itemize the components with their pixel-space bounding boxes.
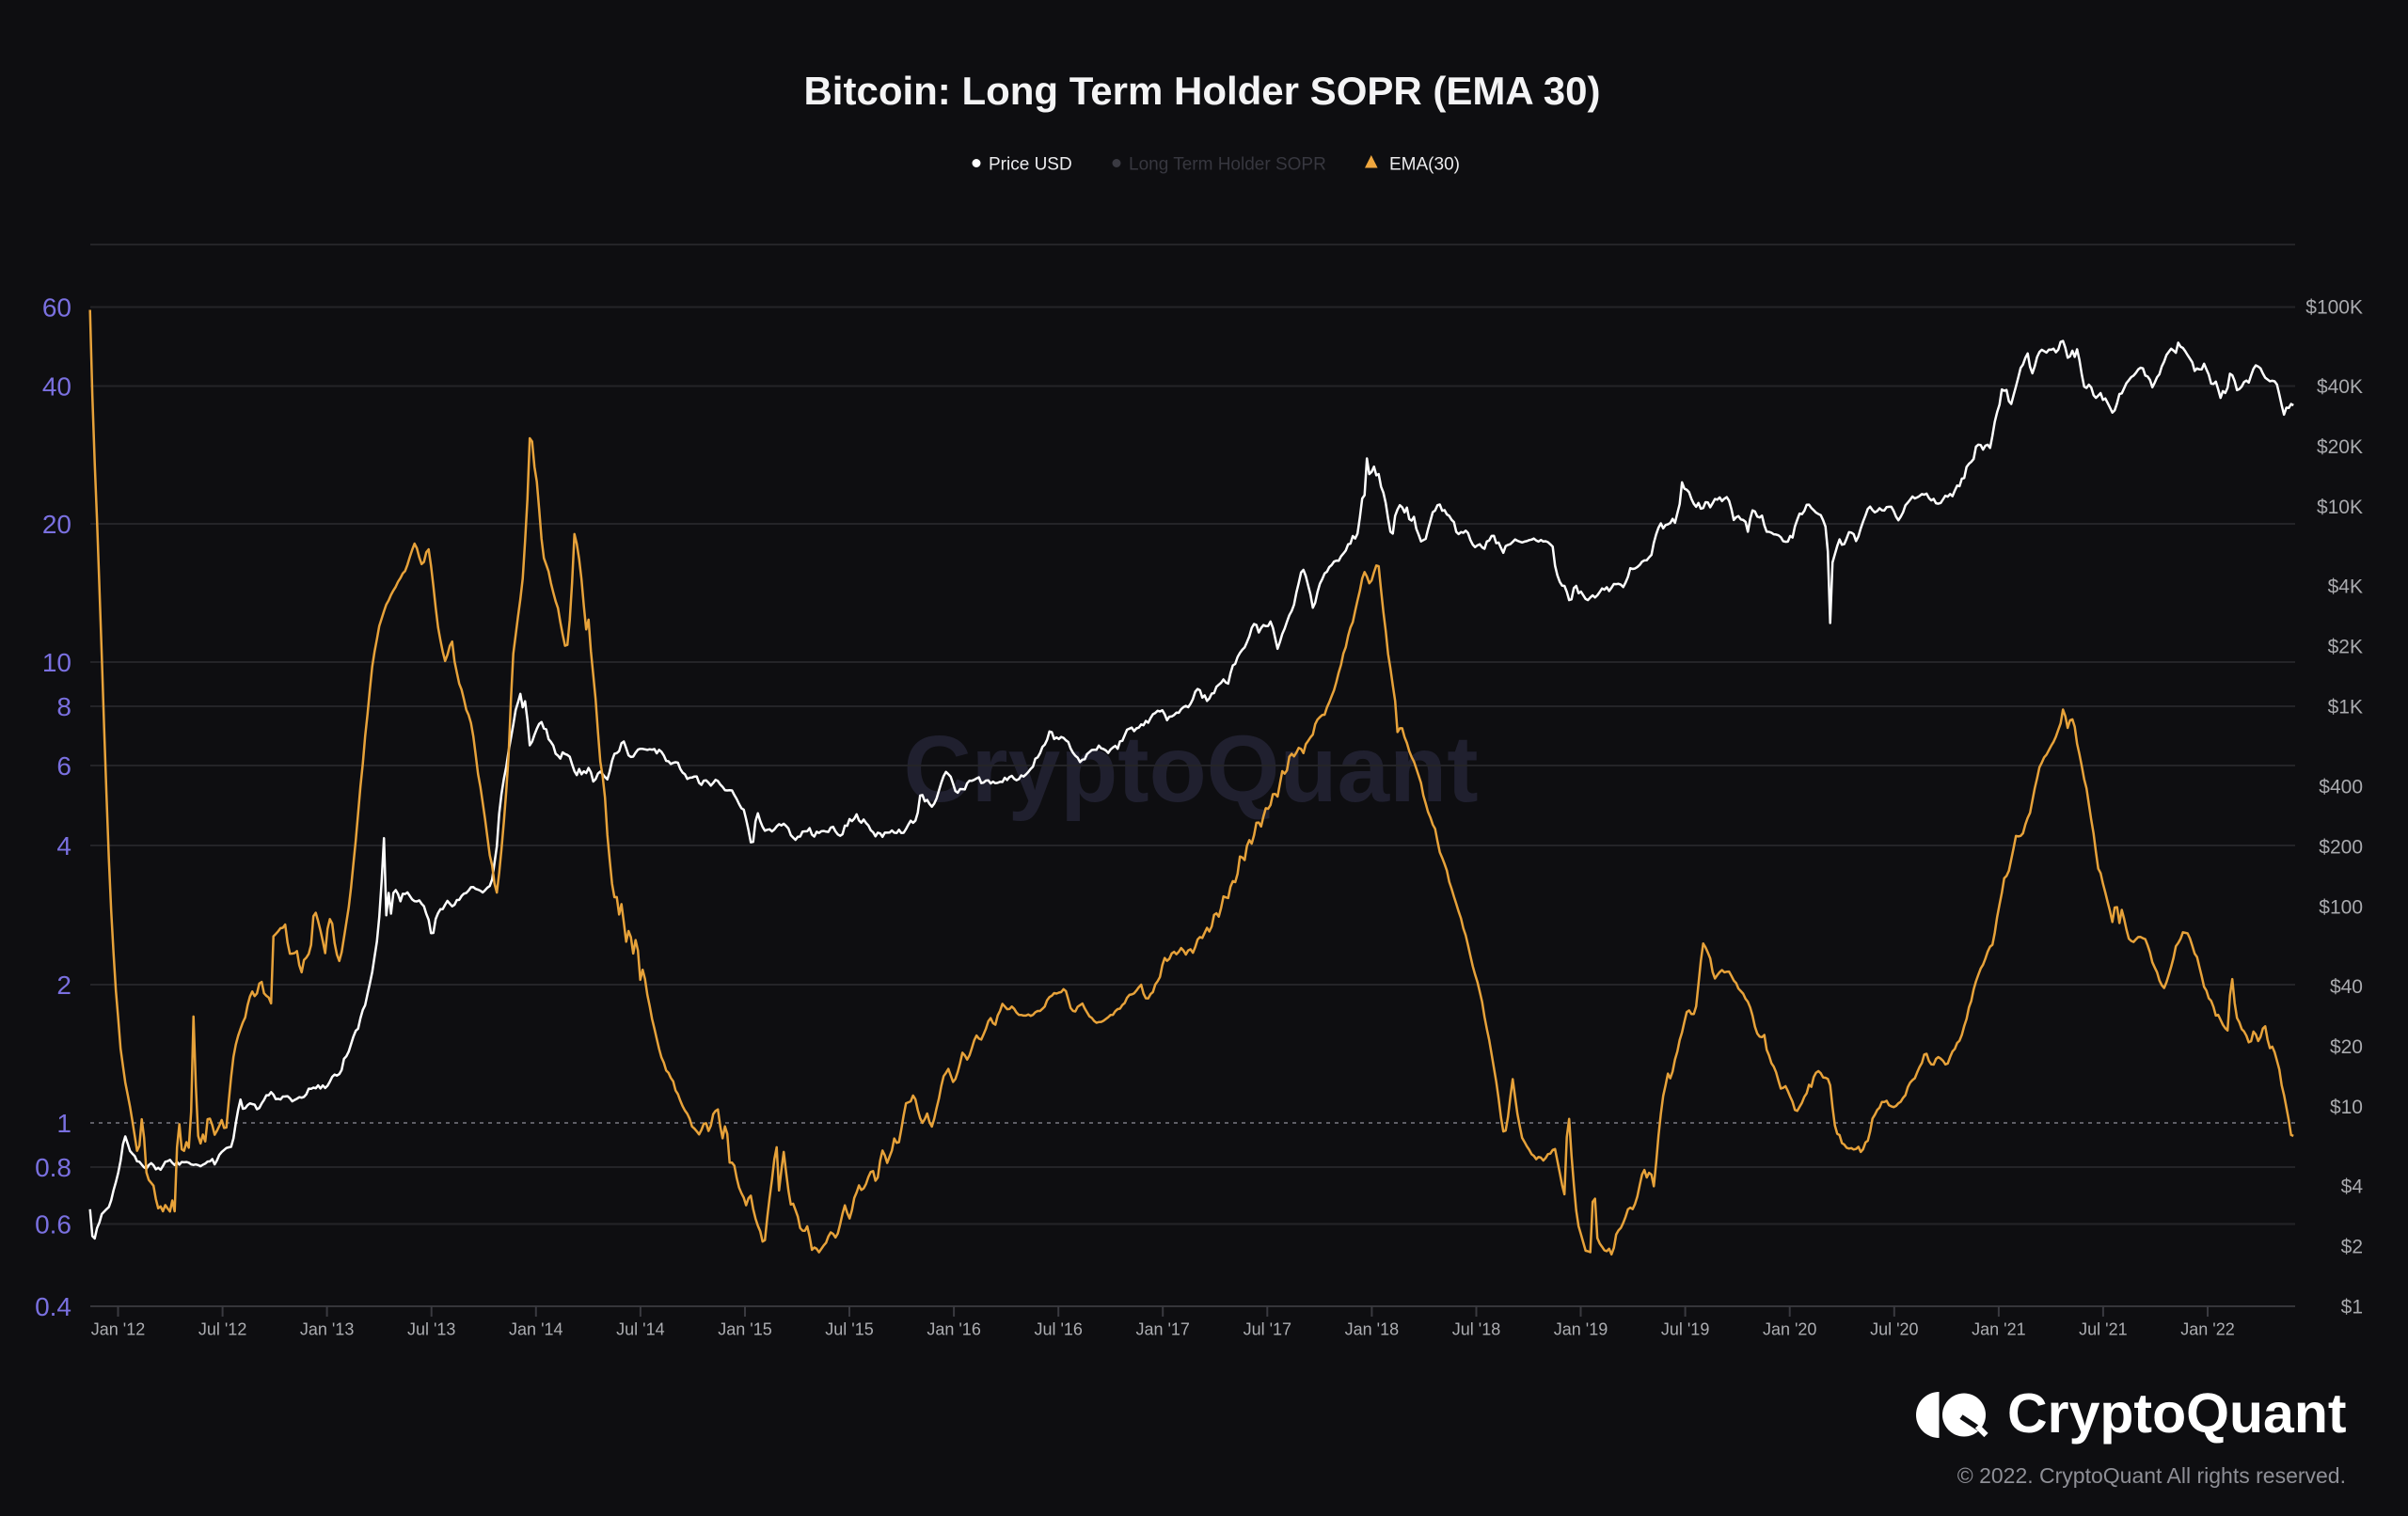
svg-text:$10K: $10K	[2317, 497, 2363, 518]
svg-text:Jul '14: Jul '14	[616, 1320, 664, 1339]
svg-text:Jan '21: Jan '21	[1972, 1320, 2025, 1339]
svg-text:$200: $200	[2319, 836, 2363, 858]
svg-text:10: 10	[42, 648, 71, 677]
svg-text:0.6: 0.6	[35, 1210, 71, 1240]
svg-text:$100K: $100K	[2305, 297, 2363, 319]
svg-text:$1K: $1K	[2328, 697, 2363, 719]
svg-text:0.4: 0.4	[35, 1292, 71, 1321]
svg-text:Jul '18: Jul '18	[1452, 1320, 1500, 1339]
svg-text:$40K: $40K	[2317, 376, 2363, 398]
svg-text:CryptoQuant: CryptoQuant	[2007, 1382, 2347, 1445]
svg-text:8: 8	[56, 692, 71, 721]
svg-text:Jul '12: Jul '12	[198, 1320, 246, 1339]
svg-text:Jul '20: Jul '20	[1870, 1320, 1918, 1339]
svg-text:Jan '18: Jan '18	[1345, 1320, 1399, 1339]
svg-text:$40: $40	[2330, 976, 2363, 998]
svg-text:$400: $400	[2319, 776, 2363, 797]
svg-text:Jan '12: Jan '12	[91, 1320, 145, 1339]
svg-text:Jan '22: Jan '22	[2180, 1320, 2234, 1339]
svg-text:Bitcoin: Long Term Holder SOPR: Bitcoin: Long Term Holder SOPR (EMA 30)	[803, 69, 1600, 113]
svg-text:40: 40	[42, 372, 71, 402]
svg-text:Jul '17: Jul '17	[1244, 1320, 1291, 1339]
svg-text:60: 60	[42, 293, 71, 323]
svg-text:20: 20	[42, 510, 71, 539]
svg-text:$2: $2	[2341, 1237, 2363, 1258]
svg-text:Jan '13: Jan '13	[300, 1320, 354, 1339]
svg-text:$4: $4	[2341, 1176, 2364, 1198]
svg-text:$4K: $4K	[2328, 576, 2363, 598]
svg-text:Jan '17: Jan '17	[1135, 1320, 1189, 1339]
svg-text:Jul '16: Jul '16	[1034, 1320, 1082, 1339]
svg-text:Jan '16: Jan '16	[927, 1320, 980, 1339]
svg-text:EMA(30): EMA(30)	[1389, 155, 1460, 175]
svg-text:Jan '19: Jan '19	[1554, 1320, 1608, 1339]
svg-text:1: 1	[56, 1109, 71, 1138]
svg-text:4: 4	[56, 831, 71, 861]
svg-text:Jul '19: Jul '19	[1661, 1320, 1709, 1339]
svg-text:Price USD: Price USD	[989, 155, 1072, 175]
svg-text:Jan '20: Jan '20	[1763, 1320, 1816, 1339]
svg-text:Jan '15: Jan '15	[718, 1320, 771, 1339]
svg-text:© 2022. CryptoQuant All rights: © 2022. CryptoQuant All rights reserved.	[1957, 1463, 2346, 1488]
svg-text:Jul '13: Jul '13	[407, 1320, 455, 1339]
svg-text:0.8: 0.8	[35, 1153, 71, 1182]
svg-text:CryptoQuant: CryptoQuant	[903, 717, 1478, 822]
svg-text:$20K: $20K	[2317, 436, 2363, 458]
svg-text:2: 2	[56, 971, 71, 1000]
svg-text:$2K: $2K	[2328, 637, 2363, 658]
svg-text:6: 6	[56, 751, 71, 781]
svg-text:$20: $20	[2330, 1036, 2363, 1058]
svg-text:Jan '14: Jan '14	[509, 1320, 562, 1339]
svg-text:$10: $10	[2330, 1097, 2363, 1118]
svg-text:$100: $100	[2319, 896, 2363, 918]
svg-text:Jul '21: Jul '21	[2079, 1320, 2127, 1339]
svg-text:$1: $1	[2341, 1297, 2363, 1319]
svg-text:Long Term Holder SOPR: Long Term Holder SOPR	[1129, 155, 1326, 175]
svg-text:Jul '15: Jul '15	[825, 1320, 873, 1339]
